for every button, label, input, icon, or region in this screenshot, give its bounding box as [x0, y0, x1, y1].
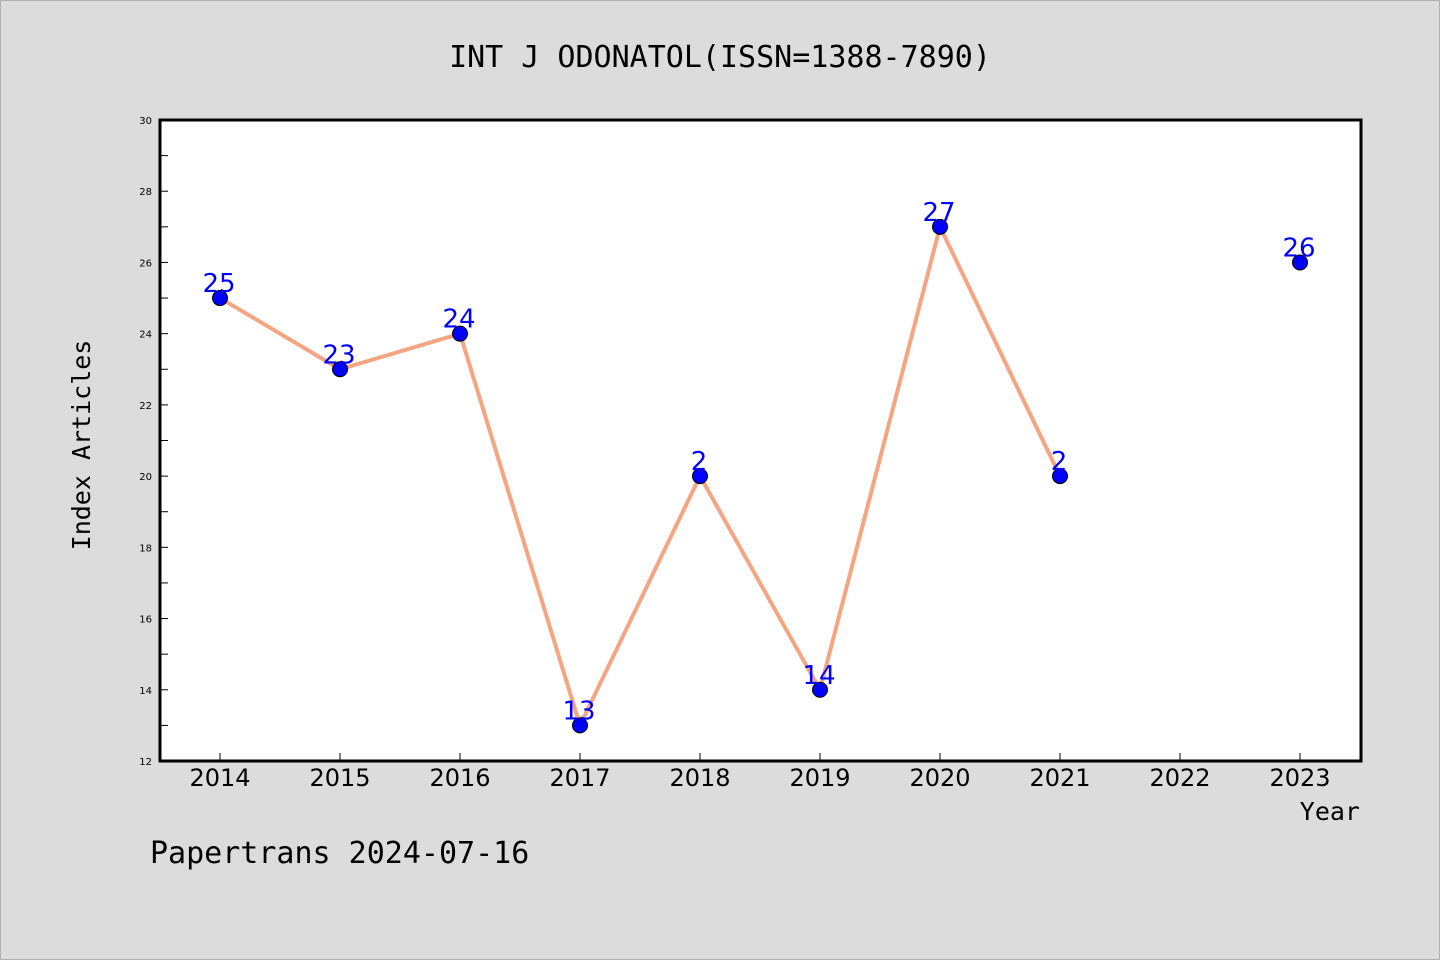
- x-tick-label: 2023: [1269, 764, 1330, 792]
- data-label: 27: [922, 198, 955, 228]
- y-tick-label: 30: [139, 116, 152, 127]
- data-point: [212, 290, 228, 307]
- data-point: [572, 717, 588, 734]
- plot-area: [158, 118, 1363, 763]
- data-point: [692, 468, 708, 485]
- y-tick-label: 16: [139, 615, 152, 626]
- x-tick-label: 2019: [789, 764, 850, 792]
- data-point: [932, 218, 948, 235]
- data-label: 23: [322, 340, 355, 370]
- y-tick-label: 14: [139, 686, 152, 697]
- footer-text: Papertrans 2024-07-16: [150, 836, 529, 871]
- x-tick-label: 2014: [189, 764, 250, 792]
- x-tick-label: 2016: [429, 764, 490, 792]
- x-axis: 2014 2015 2016 2017 2018 2019 2020 2021 2022 2023: [189, 753, 1331, 792]
- data-point: [1052, 468, 1068, 485]
- x-tick-label: 2015: [309, 764, 370, 792]
- x-tick-label: 2021: [1029, 764, 1090, 792]
- data-label: 13: [562, 696, 595, 726]
- x-tick-label: 2018: [669, 764, 730, 792]
- y-tick-label: 18: [139, 543, 152, 554]
- series-line-group: [218, 224, 1062, 728]
- data-label: 24: [442, 305, 475, 335]
- data-label: 14: [802, 661, 835, 691]
- data-label: 26: [1282, 233, 1315, 263]
- x-tick-label: 2020: [909, 764, 970, 792]
- y-tick-label: 12: [139, 757, 152, 768]
- data-label: 2: [1051, 447, 1068, 477]
- y-tick-label: 26: [139, 258, 152, 269]
- x-tick-label: 2017: [549, 764, 610, 792]
- data-point: [1292, 254, 1308, 271]
- y-axis-label: Index Articles: [67, 340, 96, 551]
- y-tick-label: 24: [139, 330, 152, 341]
- data-point: [812, 681, 828, 698]
- y-tick-label: 20: [139, 472, 152, 483]
- series-line: [218, 224, 1062, 728]
- markers-group: [212, 218, 1308, 734]
- x-tick-label: 2022: [1149, 764, 1210, 792]
- chart-title: INT J ODONATOL(ISSN=1388-7890): [449, 40, 991, 75]
- y-axis: 12 14 16 18 20 22 24 26 28 30: [139, 116, 168, 768]
- y-tick-label: 22: [139, 401, 152, 412]
- data-label: 2: [691, 447, 708, 477]
- y-tick-label: 28: [139, 187, 152, 198]
- data-point: [452, 325, 468, 342]
- data-labels-group: 25 23 24 13 2 14 27 2 26: [202, 198, 1315, 727]
- x-axis-label: Year: [1300, 797, 1360, 826]
- data-point: [332, 361, 348, 378]
- data-label: 25: [202, 269, 235, 299]
